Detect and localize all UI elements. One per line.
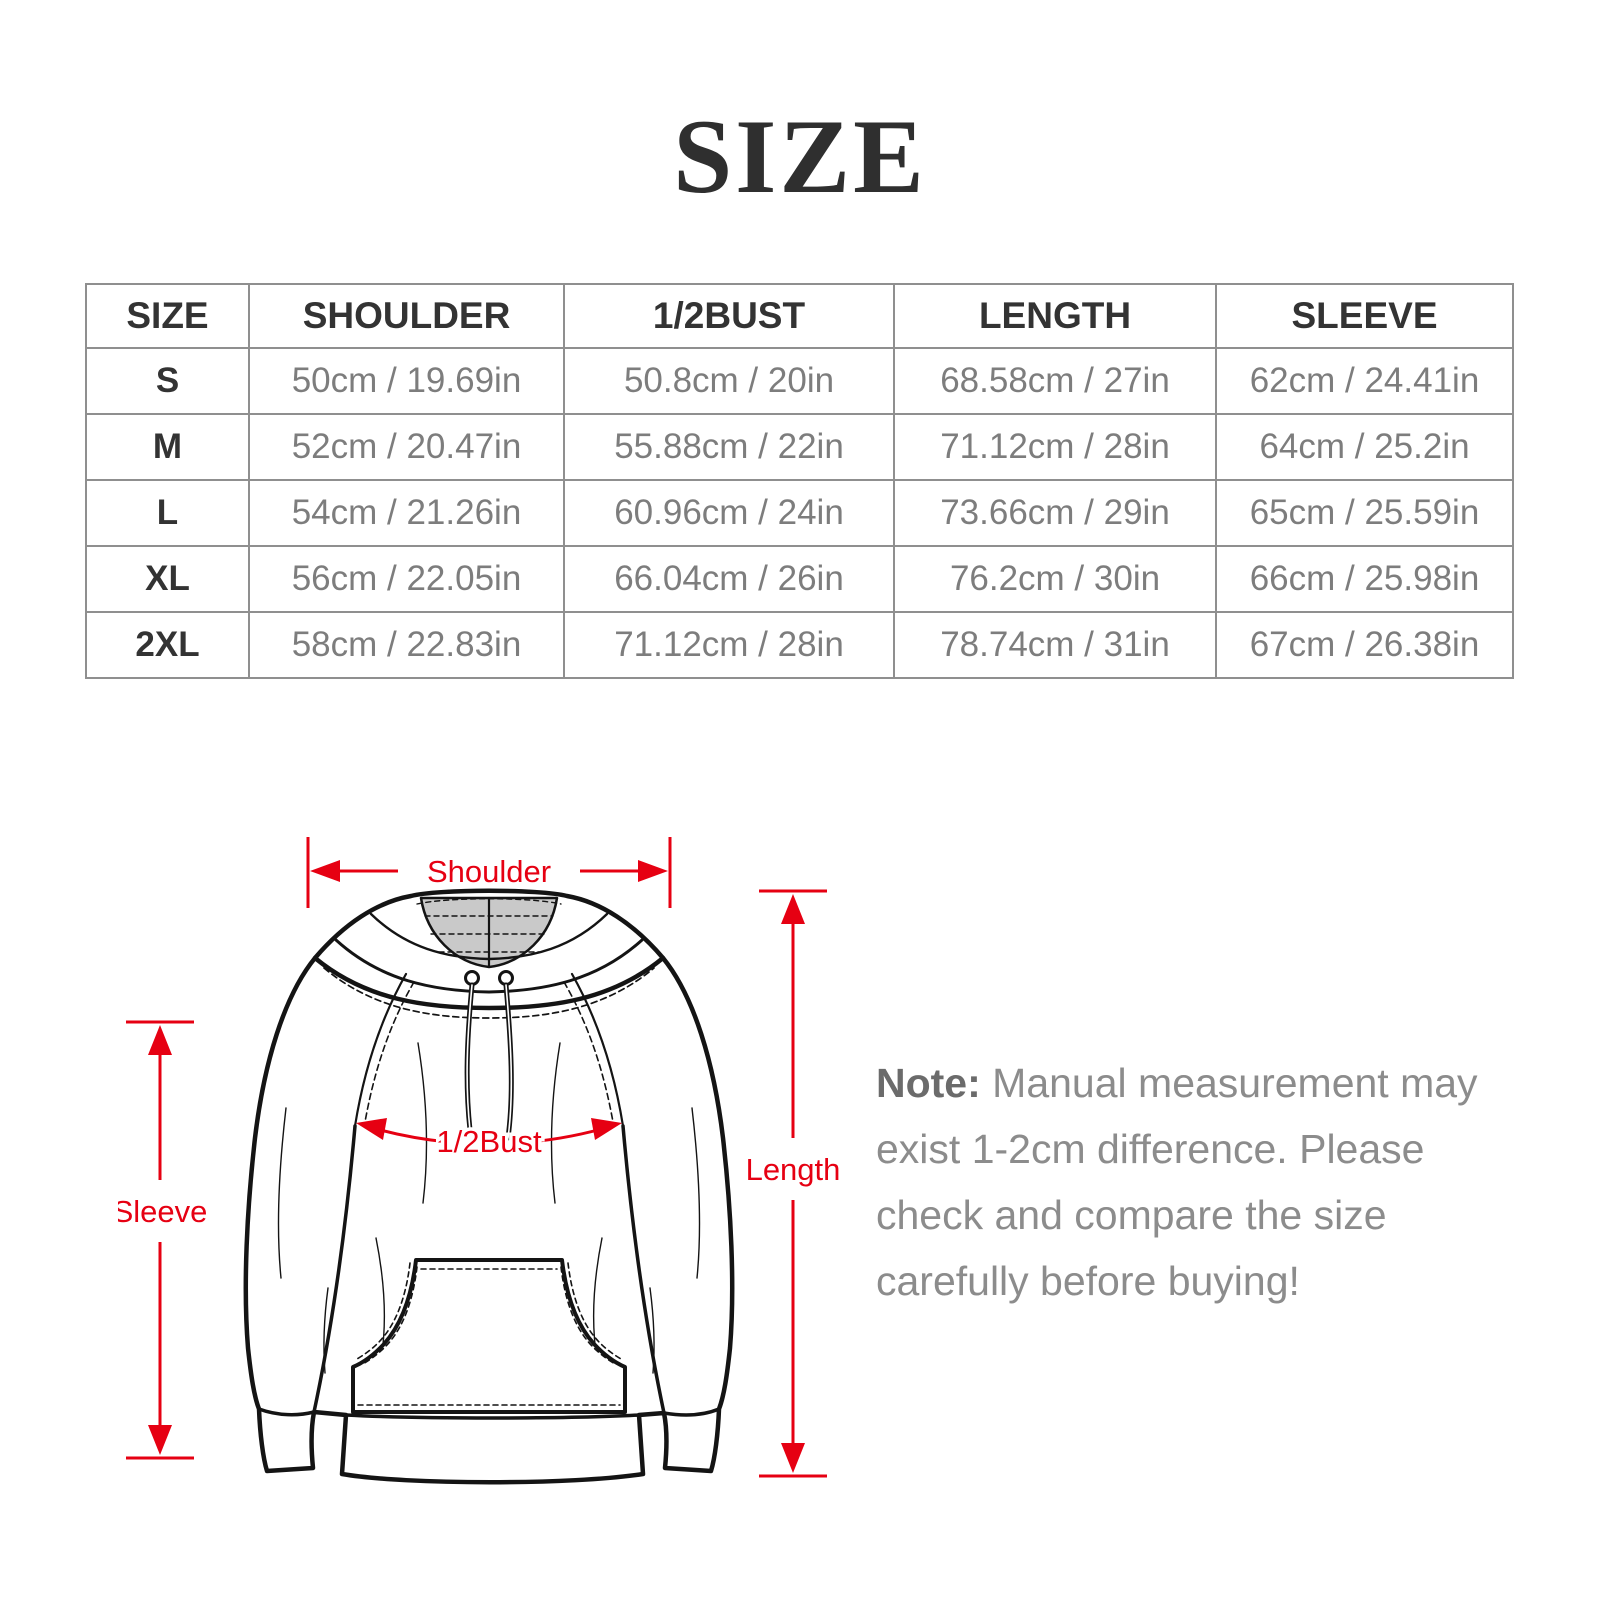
cell-length: 76.2cm / 30in [893,545,1217,613]
cell-shoulder: 52cm / 20.47in [248,413,565,481]
hood-interior-stitching [424,915,554,953]
cell-sleeve: 62cm / 24.41in [1215,347,1514,415]
hem-top-edge [344,1413,641,1420]
note-line: Note: Manual measurement may [876,1050,1496,1116]
table-row: L 54cm / 21.26in 60.96cm / 24in 73.66cm … [85,479,1514,547]
cell-shoulder: 50cm / 19.69in [248,347,565,415]
hoodie-body-outline [243,888,735,1485]
kangaroo-pocket [351,1258,627,1414]
table-row: 2XL 58cm / 22.83in 71.12cm / 28in 78.74c… [85,611,1514,679]
note: Note: Manual measurement may exist 1-2cm… [876,1050,1496,1314]
table-row: XL 56cm / 22.05in 66.04cm / 26in 76.2cm … [85,545,1514,613]
cuff-top-edges [257,1407,721,1417]
cell-sleeve: 66cm / 25.98in [1215,545,1514,613]
pocket-stitching [356,1262,622,1406]
cell-sleeve: 64cm / 25.2in [1215,413,1514,481]
hoodie-measurement-diagram: Shoulder Sleeve 1/2Bust Length [118,837,844,1485]
page-title: SIZE [673,98,927,215]
column-header-size: SIZE [85,283,250,349]
hood-collar-folds [312,912,666,1019]
half-bust-dimension-arrow [356,1118,622,1144]
cell-sleeve: 65cm / 25.59in [1215,479,1514,547]
table-header-row: SIZE SHOULDER 1/2BUST LENGTH SLEEVE [85,283,1514,349]
half-bust-label: 1/2Bust [436,1124,542,1159]
column-header-length: LENGTH [893,283,1217,349]
length-label: Length [746,1152,841,1187]
drawstrings [464,970,514,1141]
shoulder-label: Shoulder [427,854,551,889]
cell-length: 71.12cm / 28in [893,413,1217,481]
cell-shoulder: 58cm / 22.83in [248,611,565,679]
cell-length: 78.74cm / 31in [893,611,1217,679]
cell-half-bust: 60.96cm / 24in [563,479,895,547]
fabric-fold-lines [277,1042,701,1374]
column-header-sleeve: SLEEVE [1215,283,1514,349]
table-row: S 50cm / 19.69in 50.8cm / 20in 68.58cm /… [85,347,1514,415]
length-dimension-arrow [759,889,827,1478]
cell-half-bust: 71.12cm / 28in [563,611,895,679]
note-line-text: Manual measurement may [992,1060,1478,1106]
sleeve-label: Sleeve [118,1194,207,1229]
sleeve-inner-seams [312,1124,666,1415]
hood-top-stitching [416,898,562,905]
cell-sleeve: 67cm / 26.38in [1215,611,1514,679]
sleeve-dimension-arrow [126,1020,194,1460]
size-table: SIZE SHOULDER 1/2BUST LENGTH SLEEVE S 50… [85,283,1514,679]
cell-half-bust: 50.8cm / 20in [563,347,895,415]
cell-size: 2XL [85,611,250,679]
cell-size: M [85,413,250,481]
cell-shoulder: 54cm / 21.26in [248,479,565,547]
note-line: check and compare the size [876,1192,1387,1238]
column-header-half-bust: 1/2BUST [563,283,895,349]
cell-size: L [85,479,250,547]
note-label: Note: [876,1060,981,1106]
note-line: carefully before buying! [876,1258,1300,1304]
hoodie-illustration [243,888,735,1485]
raglan-seams [353,972,625,1128]
cell-length: 73.66cm / 29in [893,479,1217,547]
note-line: exist 1-2cm difference. Please [876,1126,1425,1172]
cell-size: XL [85,545,250,613]
cell-half-bust: 55.88cm / 22in [563,413,895,481]
column-header-shoulder: SHOULDER [248,283,565,349]
cell-length: 68.58cm / 27in [893,347,1217,415]
cell-half-bust: 66.04cm / 26in [563,545,895,613]
table-row: M 52cm / 20.47in 55.88cm / 22in 71.12cm … [85,413,1514,481]
cell-shoulder: 56cm / 22.05in [248,545,565,613]
shoulder-dimension-arrow [306,837,672,908]
cell-size: S [85,347,250,415]
